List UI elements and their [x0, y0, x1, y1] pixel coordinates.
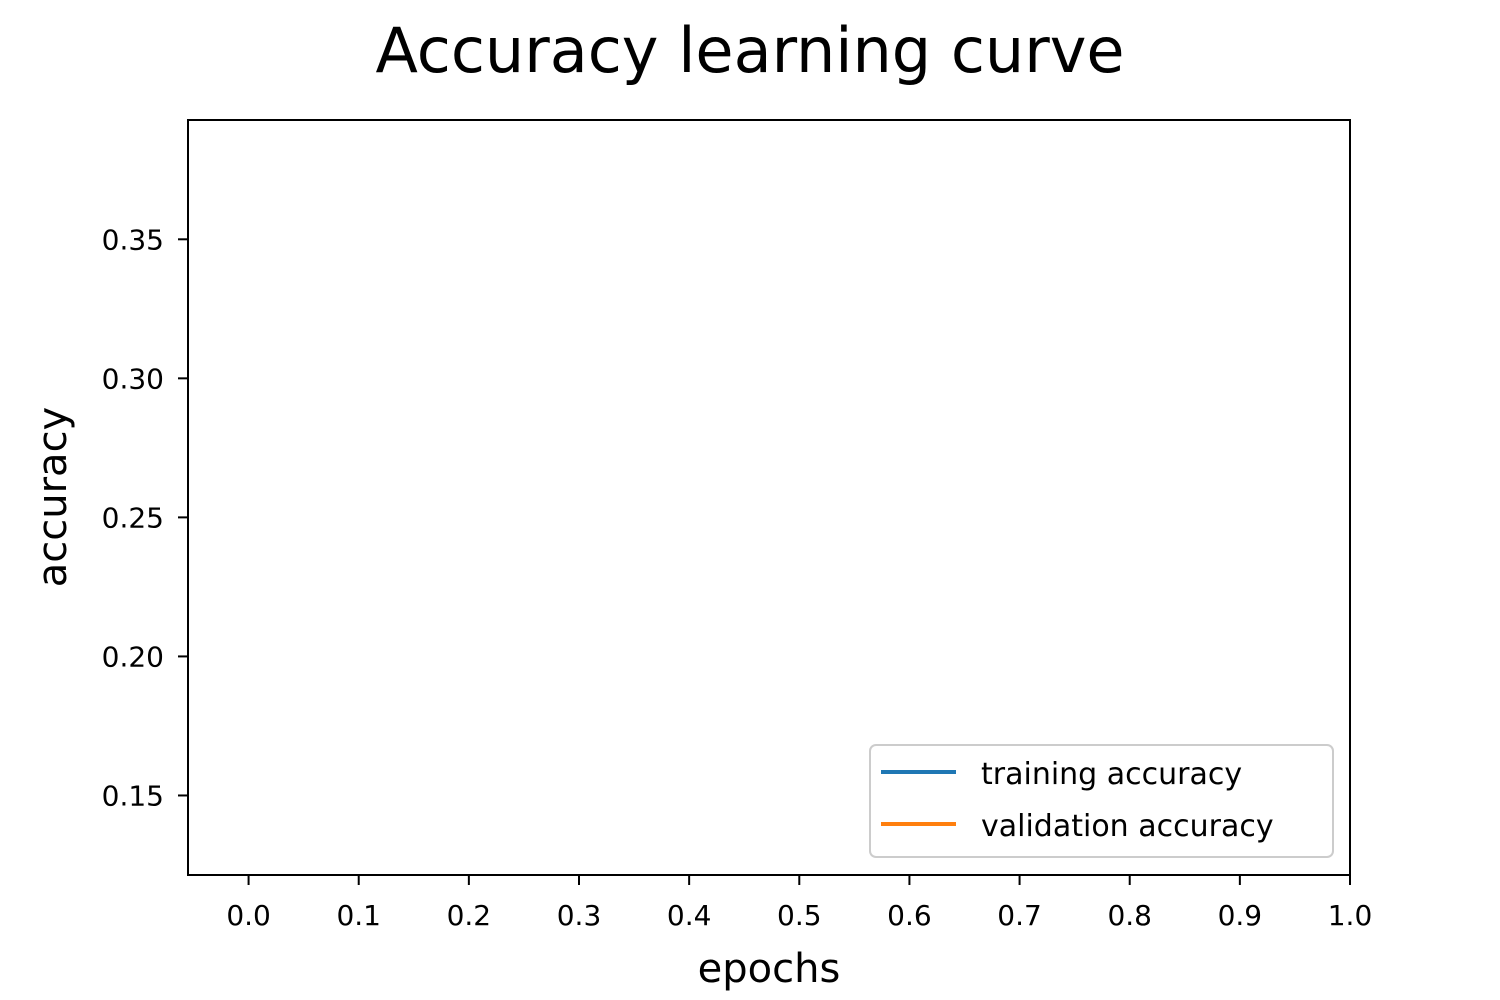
x-tick-label: 0.9 [1218, 899, 1263, 932]
x-tick-label: 1.0 [1328, 899, 1373, 932]
y-tick-label: 0.25 [102, 501, 164, 534]
x-tick-label: 0.2 [447, 899, 492, 932]
x-tick-label: 0.6 [887, 899, 932, 932]
x-axis-label: epochs [698, 946, 841, 992]
x-tick-label: 0.3 [557, 899, 602, 932]
legend: training accuracy validation accuracy [869, 744, 1334, 858]
legend-label-training: training accuracy [981, 757, 1242, 792]
x-tick-label: 0.0 [226, 899, 271, 932]
legend-label-validation: validation accuracy [981, 809, 1274, 844]
x-axis-ticks: 0.0 0.1 0.2 0.3 0.4 0.5 0.6 0.7 0.8 0.9 1.0 [226, 875, 1372, 932]
y-tick-label: 0.15 [102, 779, 164, 812]
y-tick-label: 0.35 [102, 223, 164, 256]
y-tick-label: 0.20 [102, 640, 164, 673]
legend-box [869, 744, 1334, 858]
x-tick-label: 0.5 [777, 899, 822, 932]
x-tick-label: 0.4 [667, 899, 712, 932]
y-axis-ticks: 0.15 0.20 0.25 0.30 0.35 [102, 223, 188, 812]
x-tick-label: 0.1 [336, 899, 381, 932]
y-axis-label: accuracy [30, 407, 76, 587]
x-tick-label: 0.8 [1107, 899, 1152, 932]
x-tick-label: 0.7 [997, 899, 1042, 932]
chart-title: Accuracy learning curve [375, 14, 1124, 87]
y-tick-label: 0.30 [102, 362, 164, 395]
